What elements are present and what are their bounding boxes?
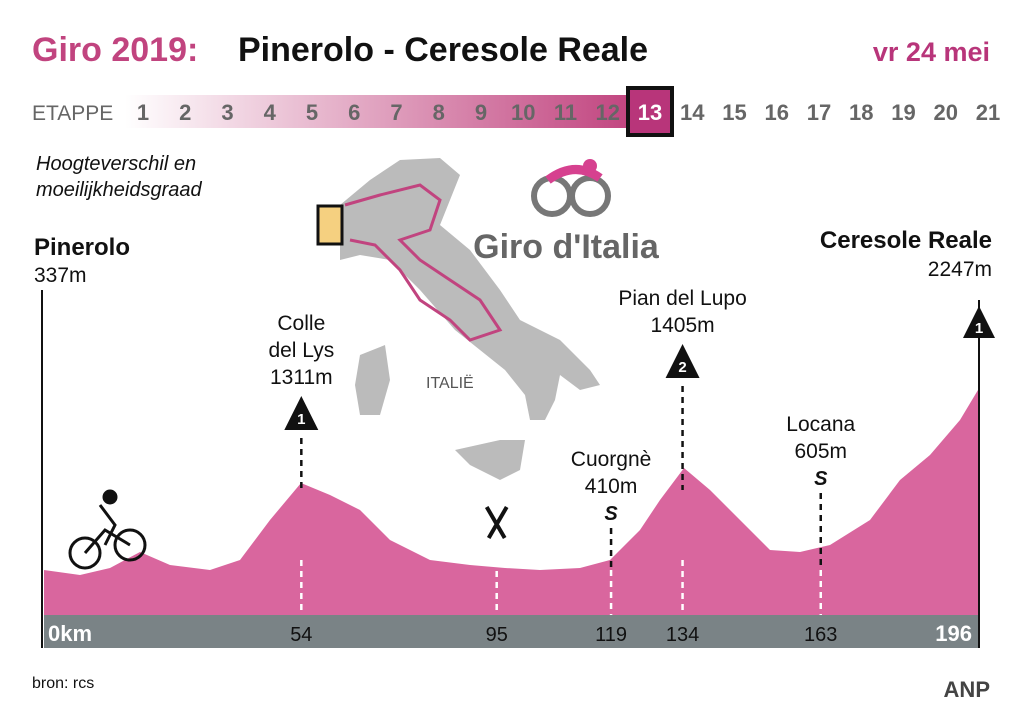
cyclist <box>68 489 147 570</box>
stage-number: 17 <box>807 100 831 125</box>
logo-text: Giro d'Italia <box>473 228 660 266</box>
stage-number: 8 <box>433 100 445 125</box>
stage-label: ETAPPE <box>32 102 113 125</box>
stage-number: 6 <box>348 100 360 125</box>
stage-number: 1 <box>137 100 149 125</box>
climb-name: Pian del Lupo <box>618 287 746 310</box>
sprint-elevation: 605m <box>794 440 847 463</box>
distance-bar <box>44 615 978 648</box>
stage-number: 7 <box>390 100 402 125</box>
subtitle: Hoogteverschil en <box>36 153 196 175</box>
distance-end: 196 <box>935 621 972 646</box>
sprint-symbol: S <box>814 468 828 490</box>
stage-number: 13 <box>638 100 662 125</box>
distance-start: 0km <box>48 621 92 646</box>
stage-number: 10 <box>511 100 535 125</box>
stage-number: 4 <box>264 100 277 125</box>
stage-number: 20 <box>934 100 958 125</box>
sprint-symbol: S <box>604 503 618 525</box>
stage-number: 11 <box>554 100 577 125</box>
elevation-profile <box>44 390 978 615</box>
credit: ANP <box>944 677 990 702</box>
stage-number: 2 <box>179 100 191 125</box>
stage-number: 14 <box>680 100 705 125</box>
title-prefix: Giro 2019: <box>32 31 198 69</box>
km-label: 134 <box>666 624 699 646</box>
stage-number: 3 <box>221 100 233 125</box>
feed-zone-icon <box>484 505 509 540</box>
stage-number: 9 <box>475 100 487 125</box>
climb-category: 2 <box>678 359 686 376</box>
stage-number: 18 <box>849 100 873 125</box>
stage-number: 19 <box>891 100 915 125</box>
title: Pinerolo - Ceresole Reale <box>238 31 648 69</box>
climb-elevation: 1405m <box>650 314 714 337</box>
stage-number: 15 <box>722 100 746 125</box>
date: vr 24 mei <box>873 37 990 67</box>
climb-elevation: 1311m <box>270 366 333 389</box>
start-name: Pinerolo <box>34 234 130 261</box>
finish-category: 1 <box>975 320 983 337</box>
sprint-elevation: 410m <box>585 475 638 498</box>
stage-number: 5 <box>306 100 318 125</box>
km-label: 163 <box>804 624 837 646</box>
source: bron: rcs <box>32 675 94 692</box>
climb-icon <box>284 396 319 430</box>
stage-number: 21 <box>976 100 1000 125</box>
climb-category: 1 <box>297 411 305 428</box>
km-label: 54 <box>290 624 312 646</box>
subtitle: moeilijkheidsgraad <box>36 179 203 201</box>
stage-number: 12 <box>596 100 620 125</box>
sprint-name: Locana <box>786 413 855 436</box>
finish-name: Ceresole Reale <box>820 227 992 254</box>
km-label: 119 <box>595 624 627 646</box>
stage-bar <box>125 95 633 128</box>
climb-name: Colle <box>277 312 325 335</box>
map <box>316 158 600 480</box>
stage-number: 16 <box>765 100 789 125</box>
map-label: ITALIË <box>426 374 474 392</box>
km-label: 95 <box>486 624 508 646</box>
climb-name: del Lys <box>268 339 334 362</box>
current-stage-box <box>626 86 674 137</box>
climb-icon <box>665 344 700 378</box>
finish-elevation: 2247m <box>928 258 992 281</box>
start-elevation: 337m <box>34 264 87 287</box>
logo <box>531 159 611 217</box>
sprint-name: Cuorgnè <box>571 448 652 471</box>
finish-climb-icon <box>963 306 995 338</box>
